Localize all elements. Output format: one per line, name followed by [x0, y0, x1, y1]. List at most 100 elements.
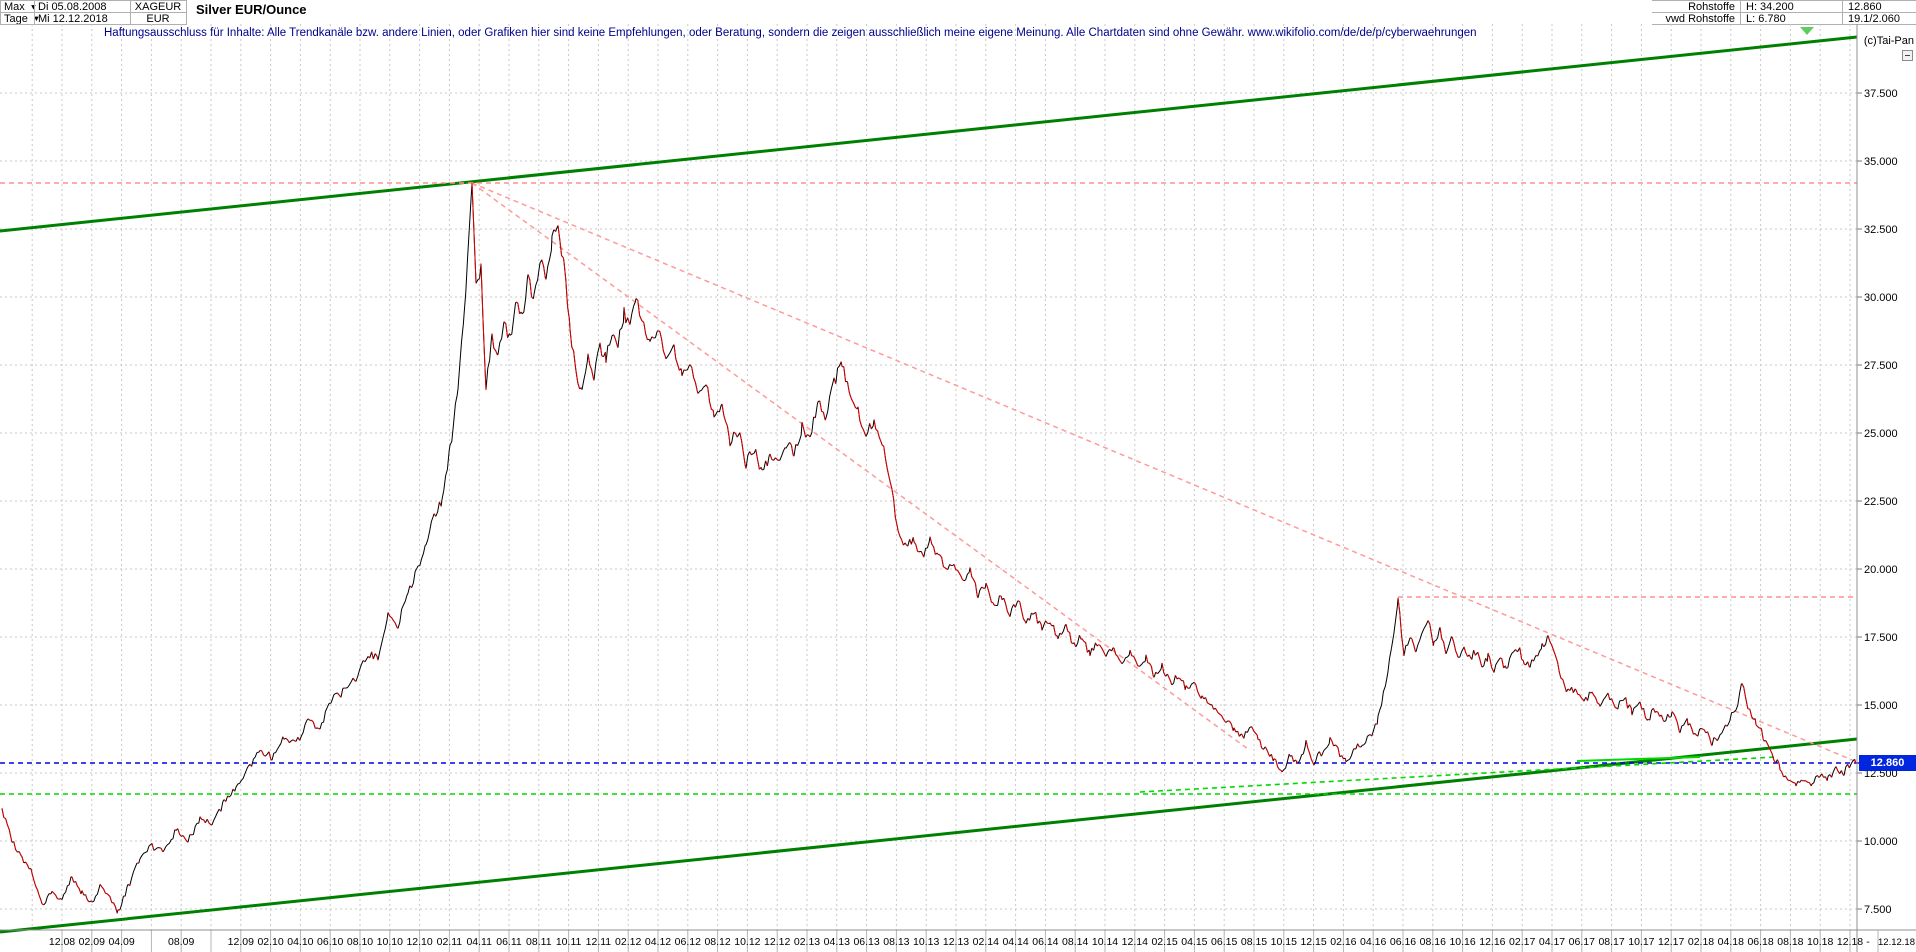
- y-axis: 37.500 35.000 32.500 30.000 27.500 25.000 22.5…: [1857, 88, 1898, 916]
- svg-text:04.10: 04.10: [287, 936, 313, 948]
- high-value: H: 34.200: [1746, 1, 1794, 13]
- marker-triangle-icon: [1800, 27, 1814, 35]
- svg-text:02.11: 02.11: [437, 936, 463, 948]
- svg-text:10.15: 10.15: [1271, 936, 1297, 948]
- svg-text:06.10: 06.10: [317, 936, 343, 948]
- svg-text:12.13: 12.13: [943, 936, 969, 948]
- green-rising-dashed: [1139, 756, 1777, 793]
- svg-text:08.09: 08.09: [168, 936, 194, 948]
- svg-text:15.000: 15.000: [1864, 700, 1898, 712]
- svg-text:27.500: 27.500: [1864, 360, 1898, 372]
- svg-text:10.11: 10.11: [556, 936, 582, 948]
- svg-text:-: -: [1866, 936, 1870, 948]
- svg-text:04.17: 04.17: [1539, 936, 1565, 948]
- svg-text:10.18: 10.18: [1807, 936, 1833, 948]
- svg-text:10.000: 10.000: [1864, 836, 1898, 848]
- page-title: Silver EUR/Ounce: [196, 2, 307, 17]
- svg-text:04.11: 04.11: [466, 936, 492, 948]
- svg-text:10.17: 10.17: [1628, 936, 1654, 948]
- svg-text:37.500: 37.500: [1864, 88, 1898, 100]
- plot-border: [0, 24, 1916, 952]
- symbol-field[interactable]: XAGEUR: [134, 1, 182, 13]
- svg-text:06.16: 06.16: [1390, 936, 1416, 948]
- svg-text:17.500: 17.500: [1864, 632, 1898, 644]
- svg-text:12.16: 12.16: [1479, 936, 1505, 948]
- svg-text:10.16: 10.16: [1449, 936, 1475, 948]
- svg-text:02.17: 02.17: [1509, 936, 1535, 948]
- svg-text:12.08: 12.08: [49, 936, 75, 948]
- svg-text:12.15: 12.15: [1300, 936, 1326, 948]
- svg-text:08.14: 08.14: [1062, 936, 1088, 948]
- svg-text:04.12: 04.12: [645, 936, 671, 948]
- last-price-value: 12.860: [1848, 1, 1882, 13]
- range-info-value: 19.1/2.060: [1848, 13, 1900, 25]
- fan-line-shallow: [471, 182, 1858, 763]
- svg-text:7.500: 7.500: [1864, 904, 1892, 916]
- copyright-label: (c)Tai-Pan: [1863, 35, 1914, 47]
- trendlines: [0, 35, 1860, 934]
- svg-text:06.11: 06.11: [496, 936, 522, 948]
- svg-text:02.15: 02.15: [1151, 936, 1177, 948]
- svg-text:02.18: 02.18: [1688, 936, 1714, 948]
- fan-line-steep: [471, 182, 1249, 750]
- svg-text:12.11: 12.11: [586, 936, 612, 948]
- svg-text:08.12: 08.12: [704, 936, 730, 948]
- svg-text:02.14: 02.14: [973, 936, 999, 948]
- price-series: [1, 182, 1857, 914]
- svg-text:08.15: 08.15: [1241, 936, 1267, 948]
- grid-horizontal: [0, 92, 1857, 910]
- svg-text:06.12: 06.12: [675, 936, 701, 948]
- svg-text:04.18: 04.18: [1718, 936, 1744, 948]
- svg-text:35.000: 35.000: [1864, 156, 1898, 168]
- svg-text:04.15: 04.15: [1181, 936, 1207, 948]
- svg-text:20.000: 20.000: [1864, 564, 1898, 576]
- svg-text:12.500: 12.500: [1864, 768, 1898, 780]
- svg-text:12.10: 12.10: [406, 936, 432, 948]
- svg-text:04.09: 04.09: [108, 936, 134, 948]
- svg-text:08.10: 08.10: [347, 936, 373, 948]
- date-from-field[interactable]: Di 05.08.2008: [38, 1, 107, 13]
- svg-text:12.18: 12.18: [1837, 936, 1863, 948]
- svg-text:06.17: 06.17: [1569, 936, 1595, 948]
- svg-text:10.12: 10.12: [734, 936, 760, 948]
- grid-vertical: [31, 24, 1851, 952]
- svg-text:04.14: 04.14: [1002, 936, 1028, 948]
- svg-text:08.17: 08.17: [1598, 936, 1624, 948]
- svg-text:30.000: 30.000: [1864, 292, 1898, 304]
- period-dropdown[interactable]: Tage ▼: [4, 13, 41, 25]
- svg-text:04.16: 04.16: [1360, 936, 1386, 948]
- svg-text:10.10: 10.10: [377, 936, 403, 948]
- svg-text:12.09: 12.09: [228, 936, 254, 948]
- currency-label: EUR: [146, 13, 170, 25]
- current-price-badge: 12.860: [1859, 755, 1916, 771]
- x-axis: 12.08 02.09 04.09 08.09 12.09 02.10 04.10 06.10…: [49, 930, 1915, 952]
- green-solid-short: [1576, 756, 1701, 762]
- svg-text:12.14: 12.14: [1122, 936, 1148, 948]
- svg-text:08.18: 08.18: [1777, 936, 1803, 948]
- svg-text:04.13: 04.13: [824, 936, 850, 948]
- svg-text:12.12.18: 12.12.18: [1878, 937, 1915, 948]
- category-label: Rohstoffe: [1688, 1, 1735, 13]
- low-value: L: 6.780: [1746, 13, 1786, 25]
- svg-text:06.14: 06.14: [1032, 936, 1058, 948]
- source-label: vwd Rohstoffe: [1665, 13, 1735, 25]
- svg-text:02.13: 02.13: [794, 936, 820, 948]
- svg-text:02.10: 02.10: [257, 936, 283, 948]
- chevron-down-icon: ▼: [29, 3, 37, 12]
- svg-text:10.13: 10.13: [913, 936, 939, 948]
- disclaimer-text: Haftungsausschluss für Inhalte: Alle Tre…: [104, 27, 1477, 39]
- svg-text:06.15: 06.15: [1211, 936, 1237, 948]
- svg-text:08.11: 08.11: [526, 936, 552, 948]
- minimize-icon[interactable]: [1902, 50, 1913, 61]
- date-to-field[interactable]: Mi 12.12.2018: [38, 13, 108, 25]
- svg-text:12.12: 12.12: [764, 936, 790, 948]
- svg-text:22.500: 22.500: [1864, 496, 1898, 508]
- svg-text:02.12: 02.12: [615, 936, 641, 948]
- svg-text:12.17: 12.17: [1658, 936, 1684, 948]
- svg-text:06.13: 06.13: [853, 936, 879, 948]
- upper-channel: [0, 35, 1858, 233]
- svg-text:08.16: 08.16: [1420, 936, 1446, 948]
- range-dropdown[interactable]: Max ▼: [4, 2, 39, 13]
